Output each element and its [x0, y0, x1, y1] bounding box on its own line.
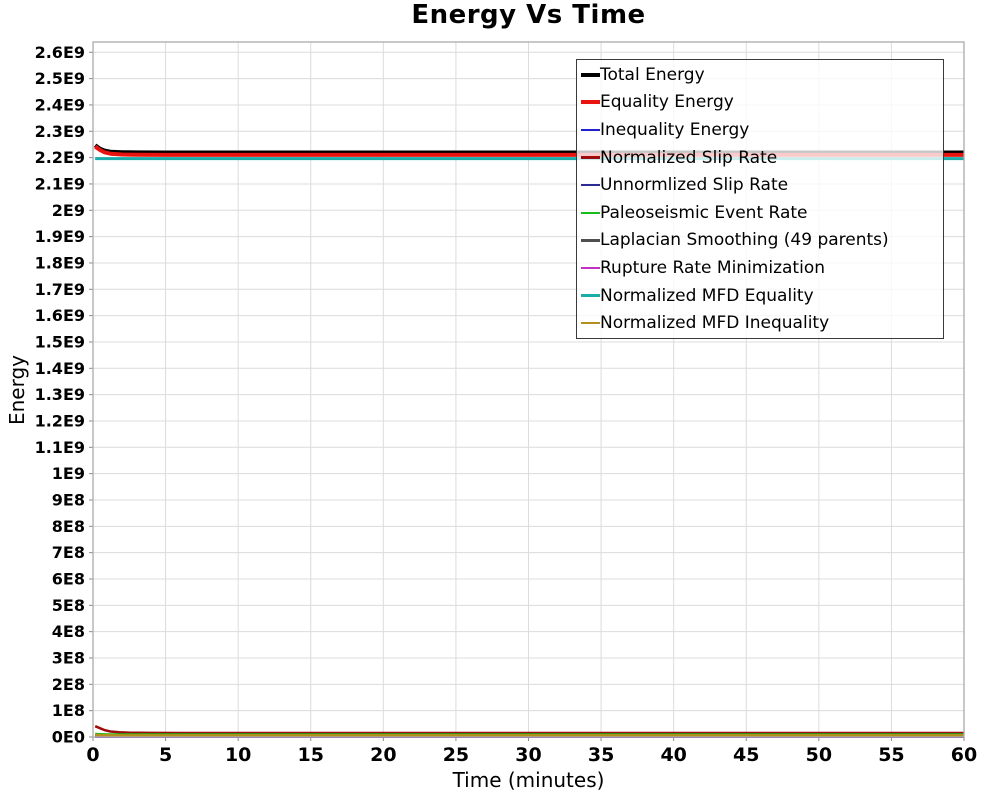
legend-item: Paleoseismic Event Rate — [581, 199, 943, 227]
series-line-normalized-slip-rate — [94, 725, 964, 735]
y-tick-label: 4E8 — [52, 622, 85, 641]
y-tick-label: 7E8 — [52, 543, 85, 562]
legend-item: Equality Energy — [581, 89, 943, 117]
legend-item: Unnormlized Slip Rate — [581, 171, 943, 199]
y-tick-label: 1.8E9 — [35, 253, 85, 272]
y-tick-label: 1.6E9 — [35, 306, 85, 325]
series-line-equality-energy — [94, 144, 964, 157]
y-tick-label: 9E8 — [52, 490, 85, 509]
legend-line-swatch — [581, 72, 600, 77]
x-tick-label: 60 — [951, 744, 977, 766]
x-tick-label: 20 — [370, 744, 396, 766]
y-tick-label: 1.1E9 — [35, 438, 85, 457]
y-tick-label: 1.5E9 — [35, 332, 85, 351]
y-tick-label: 3E8 — [52, 648, 85, 667]
y-tick-label: 1E9 — [52, 464, 85, 483]
legend-item: Normalized MFD Equality — [581, 282, 943, 310]
x-tick-label: 0 — [86, 744, 99, 766]
x-tick-label: 45 — [733, 744, 759, 766]
y-tick-label: 1.4E9 — [35, 359, 85, 378]
legend-item-label: Rupture Rate Minimization — [600, 257, 825, 278]
y-tick-label: 2.2E9 — [35, 148, 85, 167]
y-tick-label: 5E8 — [52, 596, 85, 615]
legend-item: Normalized Slip Rate — [581, 144, 943, 172]
legend-item: Normalized MFD Inequality — [581, 309, 943, 337]
legend-line-swatch — [581, 321, 600, 325]
y-tick-label: 2.1E9 — [35, 174, 85, 193]
x-tick-label: 50 — [806, 744, 832, 766]
legend-item-label: Normalized Slip Rate — [600, 147, 778, 168]
y-tick-label: 2.4E9 — [35, 95, 85, 114]
x-tick-label: 5 — [159, 744, 172, 766]
y-tick-label: 0E0 — [52, 728, 85, 747]
legend-item: Laplacian Smoothing (49 parents) — [581, 227, 943, 255]
x-tick-label: 40 — [660, 744, 686, 766]
legend-item-label: Laplacian Smoothing (49 parents) — [600, 230, 889, 251]
legend-item: Inequality Energy — [581, 116, 943, 144]
legend-line-swatch — [581, 128, 600, 132]
y-tick-label: 6E8 — [52, 569, 85, 588]
x-tick-label: 15 — [298, 744, 324, 766]
y-tick-label: 1.2E9 — [35, 411, 85, 430]
legend-line-swatch — [581, 239, 600, 242]
y-tick-label: 1.7E9 — [35, 280, 85, 299]
y-tick-label: 1E8 — [52, 701, 85, 720]
legend-item: Total Energy — [581, 61, 943, 89]
legend-line-swatch — [581, 100, 600, 105]
legend-line-swatch — [581, 183, 600, 187]
plot-border — [92, 41, 965, 738]
y-tick-label: 2E9 — [52, 201, 85, 220]
x-tick-label: 25 — [443, 744, 469, 766]
y-tick-label: 1.3E9 — [35, 385, 85, 404]
legend-item-label: Paleoseismic Event Rate — [600, 202, 808, 223]
legend-item-label: Normalized MFD Inequality — [600, 313, 830, 334]
y-tick-label: 2.6E9 — [35, 43, 85, 62]
y-tick-label: 2E8 — [52, 675, 85, 694]
legend-line-swatch — [581, 156, 600, 159]
x-tick-label: 55 — [878, 744, 904, 766]
legend: Total Energy Equality Energy Inequality En… — [576, 59, 944, 339]
y-tick-label: 2.3E9 — [35, 122, 85, 141]
legend-item-label: Unnormlized Slip Rate — [600, 175, 789, 196]
x-tick-label: 30 — [515, 744, 541, 766]
legend-item-label: Normalized MFD Equality — [600, 285, 814, 306]
x-tick-label: 10 — [225, 744, 251, 766]
legend-item-label: Total Energy — [600, 64, 705, 85]
legend-item-label: Equality Energy — [600, 92, 734, 113]
legend-item: Rupture Rate Minimization — [581, 254, 943, 282]
y-tick-label: 8E8 — [52, 517, 85, 536]
chart-title: Energy Vs Time — [411, 0, 646, 30]
legend-line-swatch — [581, 266, 600, 270]
legend-line-swatch — [581, 211, 600, 215]
y-tick-label: 1.9E9 — [35, 227, 85, 246]
legend-line-swatch — [581, 294, 600, 298]
x-tick-label: 35 — [588, 744, 614, 766]
x-axis-title: Time (minutes) — [452, 768, 605, 792]
legend-item-label: Inequality Energy — [600, 119, 750, 140]
y-tick-label: 2.5E9 — [35, 69, 85, 88]
